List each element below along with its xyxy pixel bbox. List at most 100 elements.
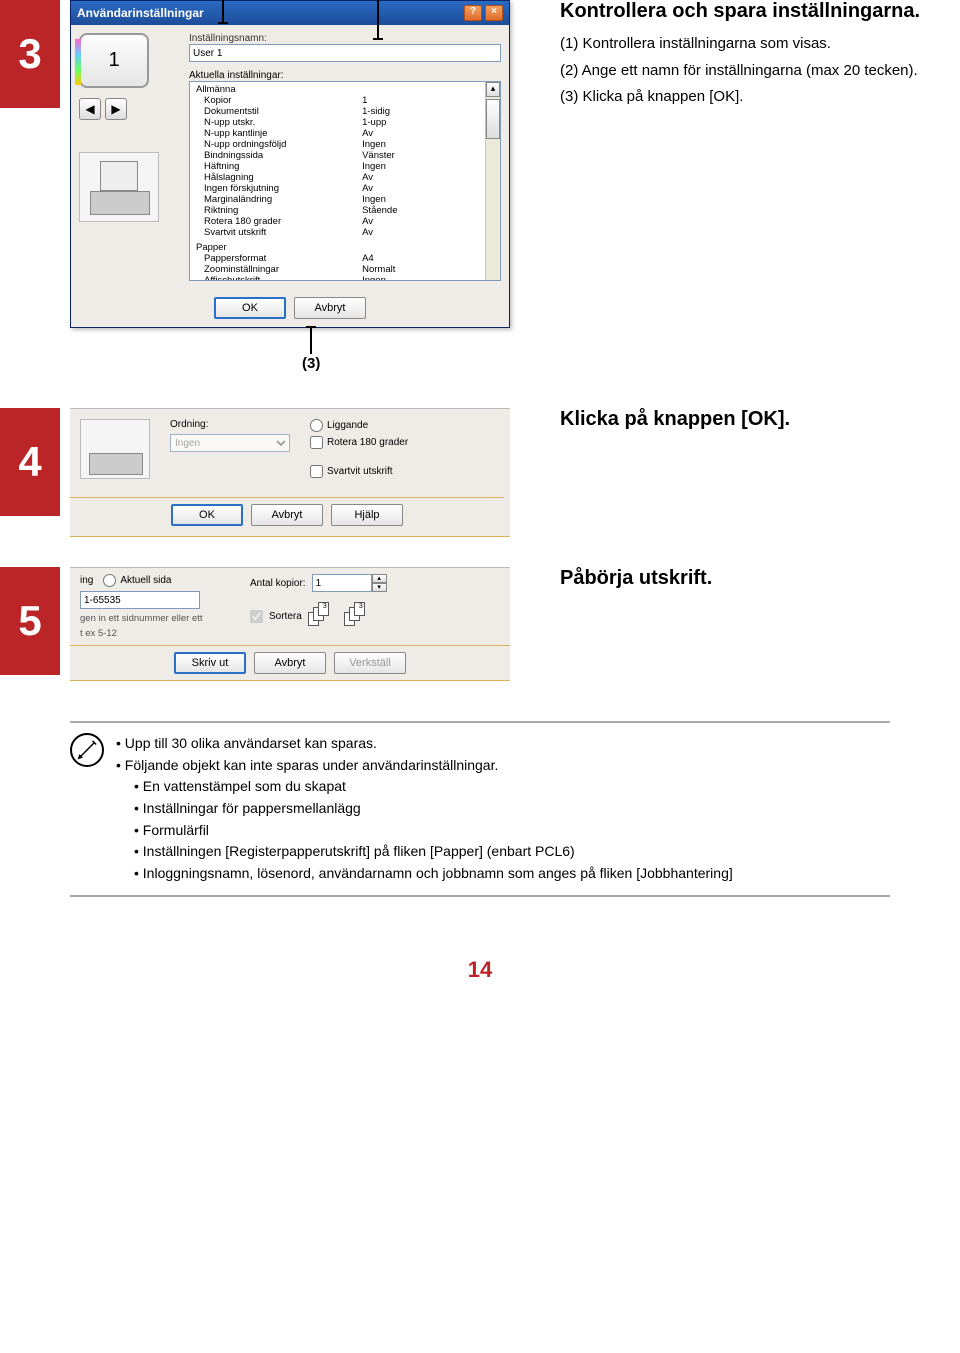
aktuell-radio[interactable]: [103, 574, 116, 587]
liggande-label: Liggande: [327, 420, 368, 431]
setting-val: Av: [360, 227, 496, 238]
setting-key: Ingen förskjutning: [194, 183, 360, 194]
step3-line1: (1) Kontrollera inställningarna som visa…: [560, 33, 960, 56]
note-sub: • Inställningen [Registerpapperutskrift]…: [116, 841, 733, 863]
range-help2: t ex 5-12: [80, 628, 230, 639]
spin-up-icon[interactable]: ▴: [372, 574, 387, 583]
settings-group: Allmänna: [194, 84, 496, 95]
settings-name-input[interactable]: [189, 44, 501, 62]
setting-key: Zoominställningar: [194, 264, 360, 275]
setting-val: 1-upp: [360, 117, 496, 128]
help-button[interactable]: Hjälp: [331, 504, 403, 526]
user-settings-dialog: Användarinställningar ? × 1 ◀ ▶: [70, 0, 510, 328]
setting-val: Ingen: [360, 275, 496, 281]
setting-key: N-upp utskr.: [194, 117, 360, 128]
step-number: 3: [0, 0, 60, 108]
scroll-up-icon[interactable]: ▴: [486, 82, 500, 97]
collate-icon: 123: [308, 602, 338, 630]
cancel-button[interactable]: Avbryt: [251, 504, 323, 526]
setting-key: Svartvit utskrift: [194, 227, 360, 238]
dialog-titlebar: Användarinställningar ? ×: [71, 1, 509, 25]
settings-name-label: Inställningsnamn:: [189, 33, 501, 44]
current-settings-label: Aktuella inställningar:: [189, 70, 501, 81]
notes-block: • Upp till 30 olika användarset kan spar…: [70, 721, 890, 897]
ing-label: ing: [80, 575, 93, 586]
note-icon: [70, 733, 104, 767]
setting-val: Ingen: [360, 139, 496, 150]
setting-key: Affischutskrift: [194, 275, 360, 281]
help-icon[interactable]: ?: [464, 5, 482, 21]
callout-3: (3): [302, 355, 320, 372]
step3-line3: (3) Klicka på knappen [OK].: [560, 86, 960, 109]
svartvit-checkbox[interactable]: [310, 465, 323, 478]
print-settings-panel: Ordning: Ingen Liggande Rotera 180 grade…: [70, 408, 510, 537]
copies-spinner[interactable]: ▴▾: [312, 574, 387, 592]
setting-val: 1-sidig: [360, 106, 496, 117]
setting-val: Av: [360, 216, 496, 227]
setting-key: N-upp kantlinje: [194, 128, 360, 139]
note-sub: • Inställningar för pappersmellanlägg: [116, 798, 733, 820]
step5-heading: Påbörja utskrift.: [560, 567, 960, 590]
prev-icon[interactable]: ◀: [79, 98, 101, 120]
note-sub: • Formulärfil: [116, 820, 733, 842]
step3-line2: (2) Ange ett namn för inställningarna (m…: [560, 60, 960, 83]
svartvit-label: Svartvit utskrift: [327, 466, 393, 477]
setting-key: Marginaländring: [194, 194, 360, 205]
antal-label: Antal kopior:: [250, 578, 306, 589]
aktuell-label: Aktuell sida: [120, 575, 171, 586]
range-help1: gen in ett sidnummer eller ett: [80, 613, 230, 624]
page-number: 14: [0, 957, 960, 983]
settings-group: Papper: [194, 242, 496, 253]
setting-key: Riktning: [194, 205, 360, 216]
ordning-select[interactable]: Ingen: [170, 434, 290, 452]
user-preset-number: 1: [108, 49, 119, 72]
setting-key: Häftning: [194, 161, 360, 172]
step3-heading: Kontrollera och spara inställningarna.: [560, 0, 960, 23]
ok-button[interactable]: OK: [171, 504, 243, 526]
close-icon[interactable]: ×: [485, 5, 503, 21]
spin-down-icon[interactable]: ▾: [372, 583, 387, 592]
note-sub: • Inloggningsnamn, lösenord, användarnam…: [116, 863, 733, 885]
liggande-radio[interactable]: [310, 419, 323, 432]
setting-val: Av: [360, 128, 496, 139]
setting-val: 1: [360, 95, 496, 106]
print-button[interactable]: Skriv ut: [174, 652, 246, 674]
setting-key: Hålslagning: [194, 172, 360, 183]
rotera-label: Rotera 180 grader: [327, 437, 408, 448]
next-icon[interactable]: ▶: [105, 98, 127, 120]
step5-screenshot: ing Aktuell sida gen in ett sidnummer el…: [70, 567, 530, 681]
rotera-checkbox[interactable]: [310, 436, 323, 449]
sortera-checkbox[interactable]: [250, 610, 263, 623]
apply-button[interactable]: Verkställ: [334, 652, 406, 674]
current-settings-list: Allmänna Kopior1 Dokumentstil1-sidig N-u…: [189, 81, 501, 281]
step-number: 4: [0, 408, 60, 516]
cancel-button[interactable]: Avbryt: [294, 297, 366, 319]
printer-icon: [79, 152, 159, 222]
setting-val: Av: [360, 183, 496, 194]
setting-key: Bindningssida: [194, 150, 360, 161]
setting-val: Normalt: [360, 264, 496, 275]
scrollbar[interactable]: ▴: [485, 82, 500, 280]
print-panel: ing Aktuell sida gen in ett sidnummer el…: [70, 567, 510, 681]
setting-val: Ingen: [360, 194, 496, 205]
cancel-button[interactable]: Avbryt: [254, 652, 326, 674]
note-bullet: • Följande objekt kan inte sparas under …: [116, 755, 733, 777]
setting-val: Vänster: [360, 150, 496, 161]
printer-icon: [80, 419, 150, 479]
setting-key: Dokumentstil: [194, 106, 360, 117]
setting-val: Ingen: [360, 161, 496, 172]
step-number: 5: [0, 567, 60, 675]
step3-screenshot: (1) (2) Användarinställningar ? × 1: [70, 0, 530, 328]
color-strip-icon: [75, 39, 81, 85]
setting-val: Stående: [360, 205, 496, 216]
setting-val: Av: [360, 172, 496, 183]
user-preset-button[interactable]: 1: [79, 33, 149, 88]
copies-input[interactable]: [312, 574, 372, 592]
collate-icon: 123: [344, 602, 374, 630]
ok-button[interactable]: OK: [214, 297, 286, 319]
scroll-thumb[interactable]: [486, 99, 500, 139]
setting-val: A4: [360, 253, 496, 264]
setting-key: N-upp ordningsföljd: [194, 139, 360, 150]
step4-screenshot: Ordning: Ingen Liggande Rotera 180 grade…: [70, 408, 530, 537]
page-range-input[interactable]: [80, 591, 200, 609]
